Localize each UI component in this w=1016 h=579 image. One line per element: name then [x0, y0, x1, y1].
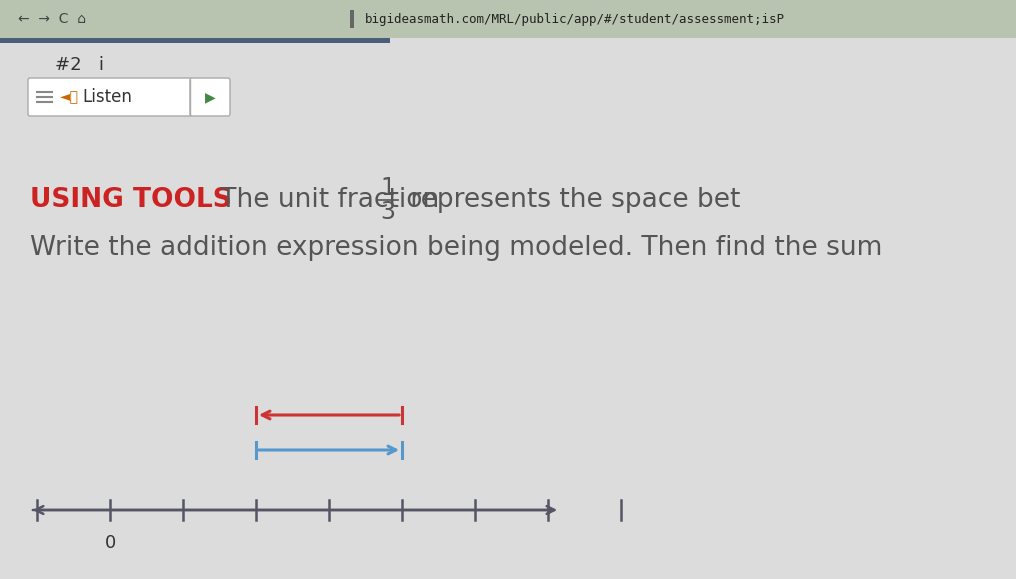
Text: ←  →  C  ⌂: ← → C ⌂	[18, 12, 86, 26]
FancyBboxPatch shape	[28, 78, 192, 116]
Text: USING TOOLS: USING TOOLS	[30, 187, 232, 213]
Text: represents the space bet: represents the space bet	[402, 187, 741, 213]
Text: Write the addition expression being modeled. Then find the sum: Write the addition expression being mode…	[30, 235, 882, 261]
FancyBboxPatch shape	[0, 0, 1016, 38]
Text: The unit fraction: The unit fraction	[212, 187, 448, 213]
Text: ▶: ▶	[204, 90, 215, 104]
Text: 0: 0	[105, 534, 116, 552]
FancyBboxPatch shape	[190, 78, 230, 116]
FancyBboxPatch shape	[0, 38, 390, 43]
Text: 3: 3	[381, 200, 395, 224]
Text: ◄⦵: ◄⦵	[60, 90, 79, 104]
Text: Listen: Listen	[82, 88, 132, 106]
FancyBboxPatch shape	[0, 38, 1016, 579]
Text: #2   i: #2 i	[55, 56, 104, 74]
Text: bigideasmath.com/MRL/public/app/#/student/assessment;isP: bigideasmath.com/MRL/public/app/#/studen…	[365, 13, 785, 25]
FancyBboxPatch shape	[350, 10, 354, 28]
Text: 1: 1	[381, 176, 395, 200]
